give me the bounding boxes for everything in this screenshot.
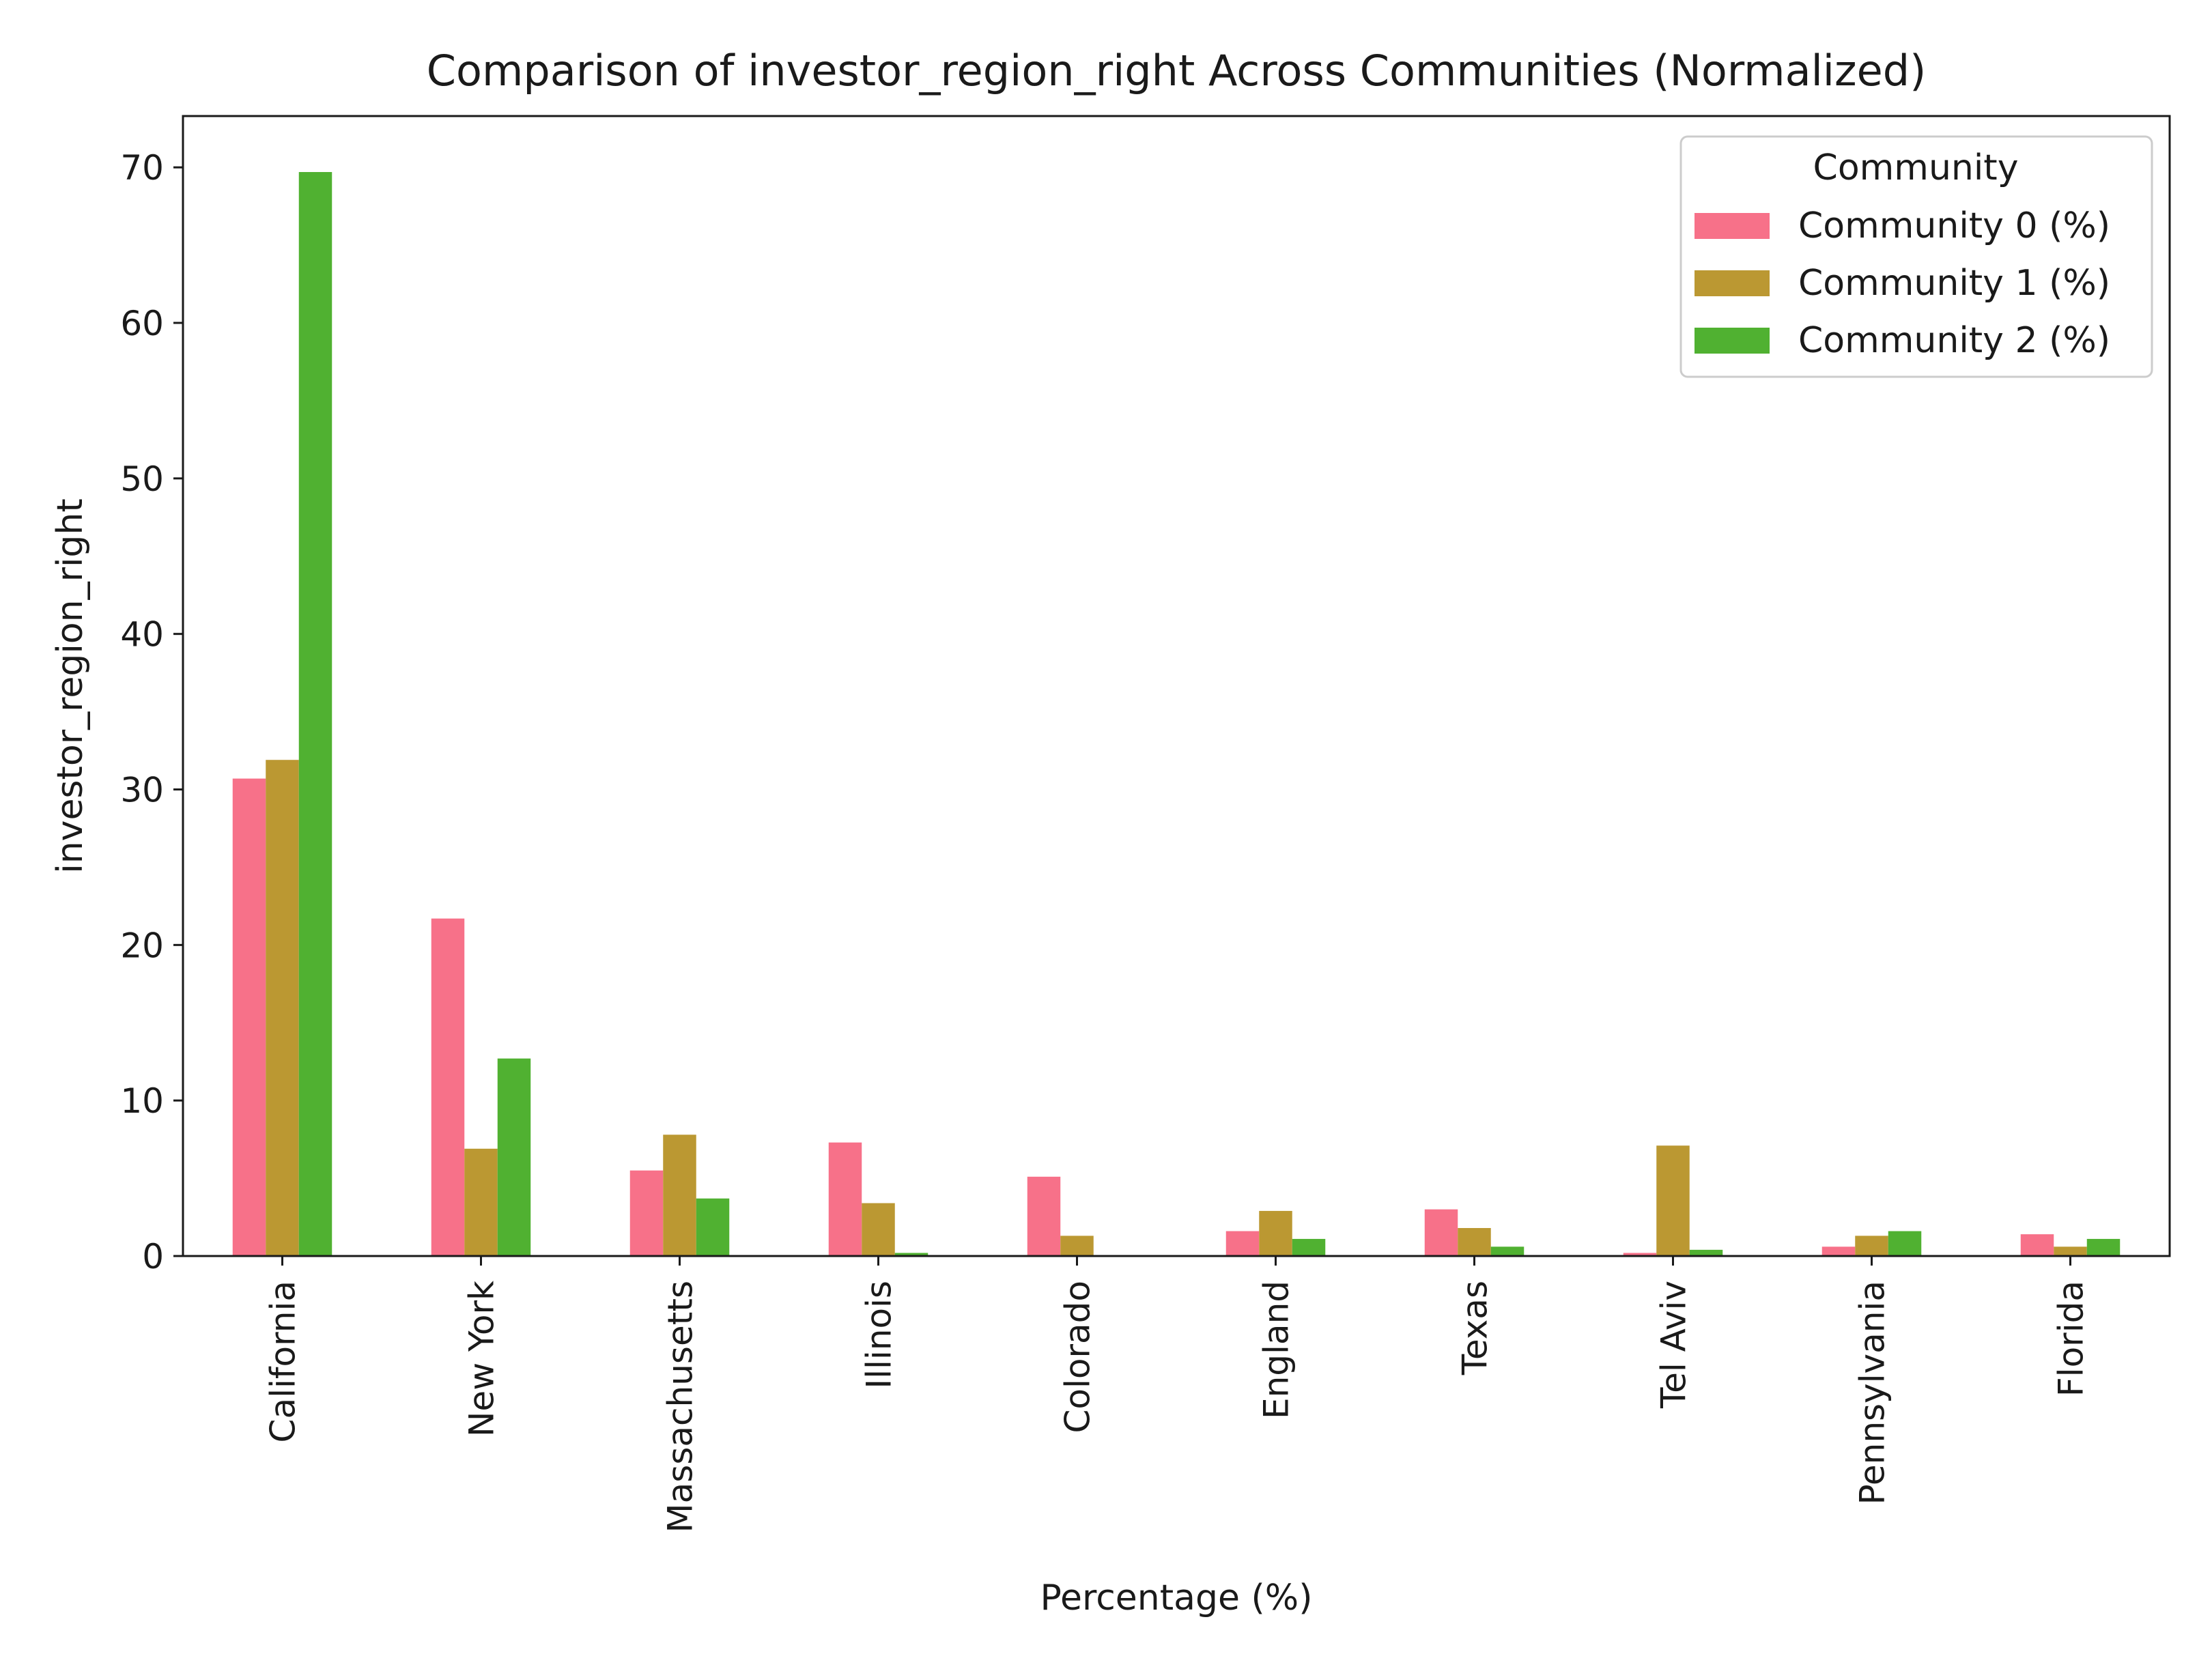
- x-tick-label: Colorado: [1058, 1281, 1098, 1433]
- x-axis-ticks: California New York Massachusetts Illinois C…: [264, 1256, 2091, 1532]
- bar: [1060, 1236, 1094, 1256]
- bar: [1689, 1249, 1723, 1256]
- bar: [828, 1142, 862, 1256]
- bar: [1458, 1227, 1491, 1256]
- bar: [2020, 1234, 2054, 1256]
- bar: [1027, 1176, 1061, 1256]
- bar: [2054, 1246, 2087, 1256]
- x-tick-label: Tel Aviv: [1654, 1281, 1694, 1409]
- y-tick-label: 70: [120, 148, 164, 188]
- chart-title: Comparison of investor_region_right Acro…: [427, 46, 1927, 96]
- bar: [232, 778, 266, 1256]
- legend-label: Community 0 (%): [1798, 205, 2110, 246]
- y-tick-label: 50: [120, 459, 164, 499]
- legend-box: [1679, 135, 2153, 378]
- x-tick-label: Massachusetts: [661, 1281, 700, 1532]
- legend-swatch: [1695, 270, 1770, 296]
- bar: [2086, 1238, 2121, 1256]
- y-axis-ticks: 0 10 20 30 40 50 60 70: [120, 148, 183, 1276]
- x-tick-label: Texas: [1456, 1281, 1495, 1375]
- y-tick-label: 40: [120, 615, 164, 655]
- bar: [1292, 1238, 1326, 1256]
- bar: [266, 760, 299, 1256]
- bar: [1424, 1209, 1458, 1256]
- bar: [696, 1198, 730, 1256]
- bar: [1490, 1246, 1525, 1256]
- y-tick-label: 20: [120, 926, 164, 965]
- x-tick-label: Pennsylvania: [1853, 1281, 1892, 1505]
- legend-title: Community: [1813, 147, 2019, 188]
- x-tick-label: Illinois: [860, 1281, 899, 1389]
- y-axis-label: investor_region_right: [50, 498, 91, 873]
- x-tick-label: California: [264, 1281, 303, 1442]
- bar: [1855, 1236, 1888, 1256]
- y-tick-label: 10: [120, 1081, 164, 1121]
- bar: [1821, 1246, 1856, 1256]
- legend-label: Community 2 (%): [1798, 320, 2110, 361]
- bar: [1259, 1210, 1292, 1256]
- bar: [1888, 1231, 1922, 1256]
- bar: [1623, 1253, 1657, 1256]
- y-tick-label: 60: [120, 304, 164, 343]
- bar: [431, 918, 465, 1256]
- bar: [663, 1135, 696, 1256]
- legend-label: Community 1 (%): [1798, 263, 2110, 304]
- y-tick-label: 30: [120, 771, 164, 810]
- bar: [629, 1170, 664, 1256]
- bar: [862, 1203, 895, 1256]
- x-tick-label: England: [1257, 1281, 1296, 1419]
- bar-series-group: [232, 172, 2121, 1257]
- bar: [1656, 1145, 1690, 1256]
- legend-swatch: [1695, 213, 1770, 239]
- bar: [464, 1148, 498, 1256]
- bar: [1225, 1231, 1260, 1256]
- plot-frame: [182, 115, 2171, 1257]
- legend-swatch: [1695, 328, 1770, 354]
- x-tick-label: Florida: [2052, 1281, 2091, 1397]
- bar: [497, 1058, 531, 1256]
- x-tick-label: New York: [462, 1281, 502, 1437]
- legend: Community Community 0 (%) Community 1 (%)…: [1679, 135, 2153, 378]
- y-tick-label: 0: [142, 1237, 164, 1276]
- bar: [894, 1253, 928, 1256]
- x-axis-label: Percentage (%): [1040, 1578, 1312, 1618]
- legend-items: Community 0 (%) Community 1 (%) Community …: [1695, 205, 2110, 361]
- bar: [298, 172, 332, 1257]
